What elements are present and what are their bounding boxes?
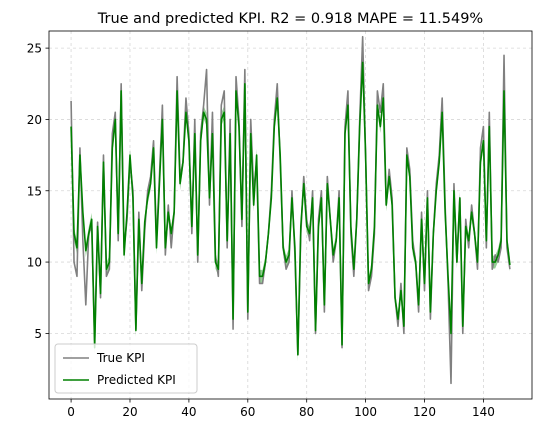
y-tick-label: 5 — [34, 327, 42, 341]
x-tick-label: 100 — [354, 405, 377, 419]
x-tick-label: 80 — [299, 405, 314, 419]
x-tick-label: 140 — [472, 405, 495, 419]
y-tick-label: 15 — [27, 184, 42, 198]
grid — [49, 31, 532, 399]
x-tick-label: 20 — [122, 405, 137, 419]
x-tick-label: 120 — [413, 405, 436, 419]
legend-label-true-kpi: True KPI — [96, 351, 145, 365]
x-tick-label: 40 — [181, 405, 196, 419]
series-lines — [70, 35, 511, 385]
chart-title: True and predicted KPI. R2 = 0.918 MAPE … — [97, 11, 483, 27]
axes-frame — [48, 30, 533, 400]
legend-label-predicted-kpi: Predicted KPI — [97, 373, 176, 387]
x-tick-label: 60 — [240, 405, 255, 419]
y-tick-label: 10 — [27, 256, 42, 270]
x-axis: 0 20 40 60 80 100 120 140 — [67, 399, 495, 419]
x-tick-label: 0 — [67, 405, 75, 419]
legend: True KPI Predicted KPI — [54, 343, 198, 394]
y-tick-label: 25 — [27, 42, 42, 56]
y-axis: 5 10 15 20 25 — [27, 42, 49, 341]
legend-box — [54, 343, 198, 394]
y-tick-label: 20 — [27, 113, 42, 127]
series-line-predicted-kpi — [70, 61, 511, 356]
